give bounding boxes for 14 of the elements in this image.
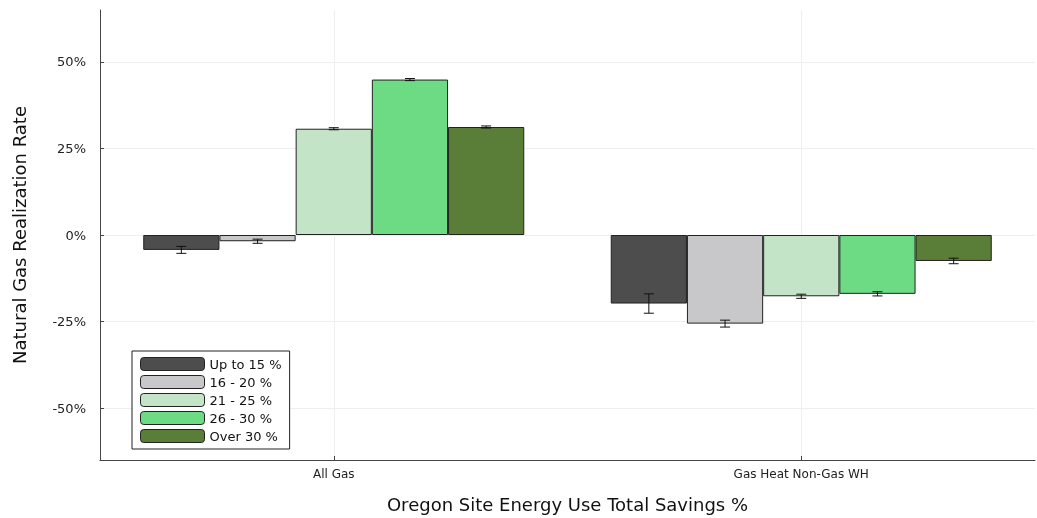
legend-label: 16 - 20 % (209, 374, 273, 390)
y-tick-label: 25% (57, 140, 86, 156)
y-tick-label: -50% (52, 400, 86, 416)
y-tick-label: 50% (57, 54, 86, 70)
legend-label: 26 - 30 % (209, 410, 273, 426)
legend-label: Over 30 % (209, 428, 278, 444)
y-tick-label: -25% (52, 314, 86, 330)
x-tick-label: All Gas (312, 467, 355, 481)
x-axis-title: Oregon Site Energy Use Total Savings % (386, 493, 749, 515)
legend-label: Up to 15 % (209, 356, 282, 372)
legend-label: 21 - 25 % (209, 392, 273, 408)
y-tick-label: 0% (65, 227, 86, 243)
x-tick-label: Gas Heat Non-Gas WH (733, 467, 869, 481)
y-axis-title: Natural Gas Realization Rate (8, 106, 30, 364)
